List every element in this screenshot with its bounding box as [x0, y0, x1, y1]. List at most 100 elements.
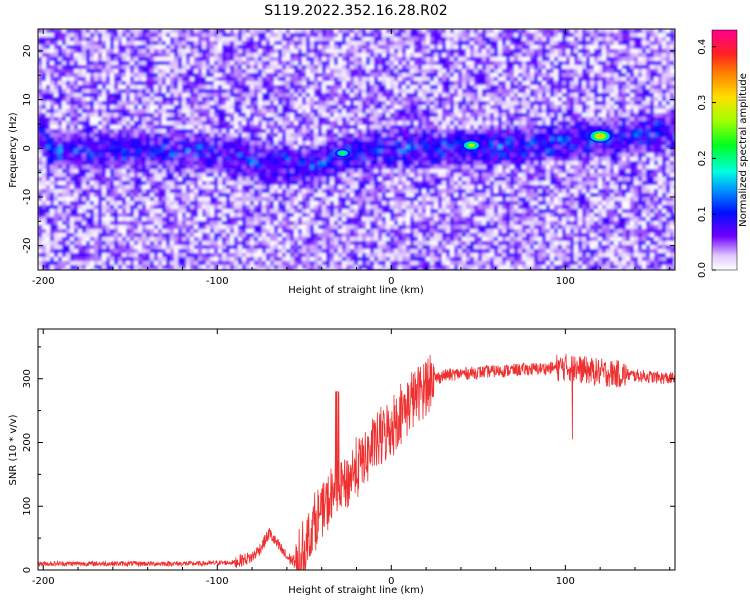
heatmap-cell [430, 49, 435, 54]
heatmap-cell [314, 69, 319, 74]
heatmap-cell [194, 65, 199, 70]
heatmap-cell [562, 29, 567, 34]
heatmap-cell [478, 101, 483, 106]
heatmap-cell [38, 105, 43, 110]
heatmap-cell [450, 105, 455, 110]
heatmap-cell [62, 85, 67, 90]
heatmap-cell [50, 85, 55, 90]
heatmap-cell [74, 61, 79, 66]
heatmap-cell [410, 69, 415, 74]
heatmap-cell [346, 57, 351, 62]
heatmap-cell [202, 137, 207, 142]
heatmap-cell [522, 149, 527, 154]
heatmap-cell [610, 65, 615, 70]
heatmap-cell [650, 29, 655, 34]
heatmap-cell [650, 77, 655, 82]
heatmap-cell [306, 89, 311, 94]
heatmap-cell [222, 109, 227, 114]
heatmap-cell [546, 37, 551, 42]
heatmap-cell [78, 49, 83, 54]
heatmap-cell [294, 81, 299, 86]
heatmap-cell [106, 121, 111, 126]
heatmap-cell [246, 133, 251, 138]
heatmap-cell [214, 57, 219, 62]
heatmap-cell [598, 141, 603, 146]
heatmap-cell [38, 57, 43, 62]
heatmap-cell [326, 137, 331, 142]
heatmap-cell [254, 73, 259, 78]
heatmap-cell [270, 57, 275, 62]
heatmap-cell [110, 41, 115, 46]
heatmap-cell [658, 149, 663, 154]
heatmap-cell [250, 105, 255, 110]
heatmap-cell [270, 97, 275, 102]
heatmap-cell [94, 57, 99, 62]
heatmap-cell [138, 77, 143, 82]
heatmap-cell [154, 133, 159, 138]
heatmap-cell [598, 81, 603, 86]
heatmap-cell [414, 141, 419, 146]
heatmap-cell [670, 77, 675, 82]
heatmap-cell [274, 125, 279, 130]
heatmap-cell [510, 121, 515, 126]
heatmap-cell [42, 121, 47, 126]
heatmap-cell [438, 145, 443, 150]
heatmap-cell [654, 121, 659, 126]
heatmap-cell [582, 45, 587, 50]
heatmap-cell [530, 69, 535, 74]
heatmap-cell [198, 129, 203, 134]
heatmap-cell [610, 97, 615, 102]
heatmap-cell [182, 73, 187, 78]
heatmap-cell [558, 121, 563, 126]
heatmap-cell [98, 149, 103, 154]
heatmap-cell [498, 149, 503, 154]
heatmap-cell [230, 53, 235, 58]
heatmap-cell [538, 117, 543, 122]
heatmap-cell [486, 37, 491, 42]
heatmap-cell [382, 105, 387, 110]
heatmap-cell [142, 121, 147, 126]
heatmap-cell [258, 109, 263, 114]
heatmap-cell [410, 113, 415, 118]
heatmap-cell [542, 73, 547, 78]
heatmap-cell [382, 29, 387, 34]
heatmap-cell [254, 29, 259, 34]
heatmap-cell [474, 49, 479, 54]
heatmap-cell [62, 37, 67, 42]
heatmap-cell [618, 141, 623, 146]
heatmap-cell [234, 121, 239, 126]
heatmap-cell [342, 117, 347, 122]
heatmap-cell [118, 53, 123, 58]
heatmap-cell [578, 61, 583, 66]
heatmap-cell [142, 153, 147, 158]
heatmap-cell [158, 77, 163, 82]
heatmap-cell [158, 133, 163, 138]
heatmap-cell [278, 41, 283, 46]
heatmap-cell [70, 65, 75, 70]
heatmap-cell [70, 53, 75, 58]
heatmap-cell [322, 113, 327, 118]
heatmap-cell [202, 125, 207, 130]
heatmap-cell [526, 73, 531, 78]
heatmap-cell [454, 33, 459, 38]
heatmap-cell [646, 89, 651, 94]
heatmap-cell [650, 101, 655, 106]
heatmap-cell [650, 45, 655, 50]
heatmap-cell [642, 37, 647, 42]
heatmap-cell [422, 85, 427, 90]
heatmap-cell [438, 113, 443, 118]
heatmap-cell [170, 109, 175, 114]
heatmap-cell [258, 145, 263, 150]
heatmap-cell [94, 69, 99, 74]
heatmap-cell [314, 53, 319, 58]
heatmap-cell [322, 149, 327, 154]
heatmap-cell [494, 49, 499, 54]
heatmap-cell [226, 105, 231, 110]
heatmap-cell [666, 77, 671, 82]
heatmap-cell [386, 41, 391, 46]
heatmap-cell [598, 61, 603, 66]
heatmap-cell [238, 69, 243, 74]
heatmap-cell [190, 149, 195, 154]
heatmap-cell [134, 33, 139, 38]
heatmap-cell [290, 65, 295, 70]
